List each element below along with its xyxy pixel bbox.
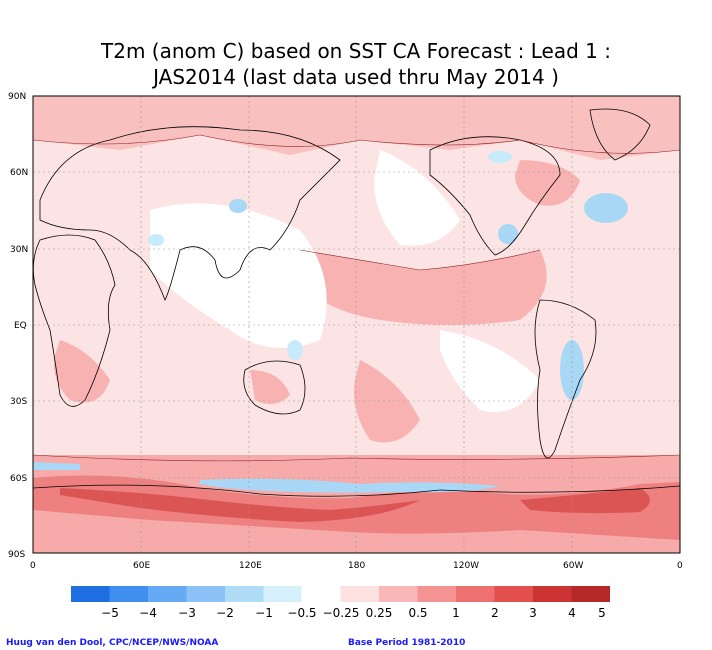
lat-label: 30N: [10, 245, 28, 255]
colorbar-label: −0.5: [287, 606, 316, 620]
lon-label: 0: [677, 561, 683, 571]
lat-label: EQ: [14, 321, 27, 331]
lat-labels: 90N 60N 30N EQ 30S 60S 90S: [8, 92, 28, 560]
colorbar-swatch: [264, 586, 303, 602]
colorbar-label: −4: [139, 606, 157, 620]
lat-label: 90S: [8, 550, 25, 560]
cool-anomaly-region: [287, 340, 303, 360]
colorbar-label: 0.25: [366, 606, 393, 620]
lat-label: 60S: [10, 474, 27, 484]
colorbar-label: 3: [529, 606, 537, 620]
cool-anomaly-region: [229, 199, 247, 213]
lon-labels: 0 60E 120E 180 120W 60W 0: [30, 561, 683, 571]
colorbar-swatch: [418, 586, 457, 602]
cool-anomaly-region: [488, 151, 512, 163]
colorbar-label: −3: [178, 606, 196, 620]
map-title: T2m (anom C) based on SST CA Forecast : …: [0, 38, 712, 90]
colorbar-swatch: [495, 586, 534, 602]
lon-label: 120E: [239, 561, 262, 571]
lon-label: 60W: [563, 561, 583, 571]
colorbar-label: 1: [452, 606, 460, 620]
colorbar: −5 −4 −3 −2 −1 −0.5 −0.25 0.25 0.5 1 2 3 4 5: [71, 586, 610, 620]
colorbar-swatch: [456, 586, 495, 602]
author-credit: Huug van den Dool, CPC/NCEP/NWS/NOAA: [6, 638, 218, 648]
cool-anomaly-region: [148, 234, 164, 246]
colorbar-swatch: [225, 586, 264, 602]
colorbar-swatch: [71, 586, 110, 602]
title-line-2: JAS2014 (last data used thru May 2014 ): [0, 64, 712, 90]
cool-anomaly-region: [584, 193, 628, 223]
colorbar-swatch: [379, 586, 418, 602]
lat-label: 90N: [8, 92, 26, 102]
anomaly-map: 90N 60N 30N EQ 30S 60S 90S 0 60E 120E 18…: [0, 0, 712, 650]
cool-anomaly-region: [498, 224, 518, 244]
lon-label: 180: [348, 561, 365, 571]
lon-label: 0: [30, 561, 36, 571]
colorbar-swatch: [572, 586, 611, 602]
lat-label: 60N: [10, 168, 28, 178]
colorbar-label: −2: [216, 606, 234, 620]
title-line-1: T2m (anom C) based on SST CA Forecast : …: [0, 38, 712, 64]
colorbar-label: −5: [101, 606, 119, 620]
colorbar-swatch: [148, 586, 187, 602]
colorbar-label: −1: [255, 606, 273, 620]
colorbar-label: −0.25: [323, 606, 360, 620]
lat-label: 30S: [10, 397, 27, 407]
colorbar-label: 4: [568, 606, 576, 620]
colorbar-swatch: [341, 586, 380, 602]
colorbar-swatch: [187, 586, 226, 602]
colorbar-swatch: [302, 586, 341, 602]
lon-label: 120W: [453, 561, 479, 571]
colorbar-label: 5: [598, 606, 606, 620]
colorbar-label: 0.5: [408, 606, 427, 620]
base-period-credit: Base Period 1981-2010: [348, 638, 465, 648]
colorbar-label: 2: [491, 606, 499, 620]
colorbar-swatch: [110, 586, 149, 602]
colorbar-swatch: [533, 586, 572, 602]
lon-label: 60E: [133, 561, 150, 571]
